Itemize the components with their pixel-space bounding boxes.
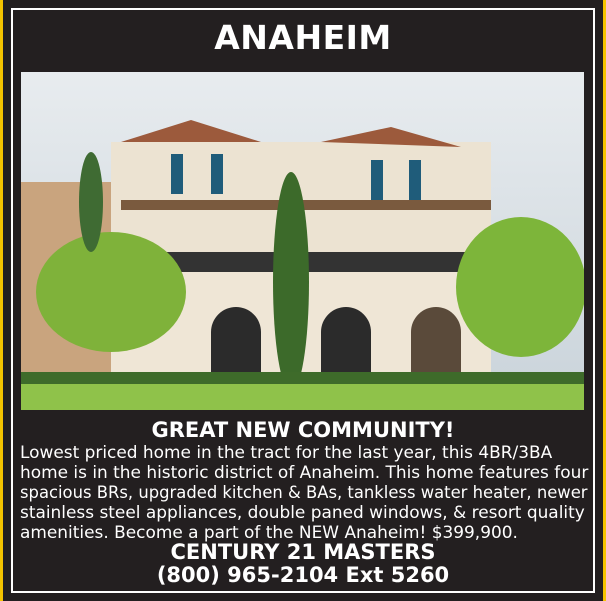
description-line: spacious BRs, upgraded kitchen & BAs, ta… [20, 483, 588, 503]
description-line: stainless steel appliances, double paned… [20, 503, 585, 523]
description-line: home is in the historic district of Anah… [20, 463, 589, 483]
headline: GREAT NEW COMMUNITY! [151, 418, 455, 442]
description: Lowest priced home in the tract for the … [20, 443, 590, 543]
description-line: amenities. Become a part of the NEW Anah… [20, 523, 518, 543]
ad-border [11, 8, 595, 593]
ad: ANAHEIM GREAT NEW COMMUNITY! Lowest pric… [3, 0, 603, 601]
house-photo [21, 72, 584, 410]
agent-name: CENTURY 21 MASTERS [170, 540, 436, 564]
description-line: Lowest priced home in the tract for the … [20, 443, 553, 463]
agent-info: CENTURY 21 MASTERS (800) 965-2104 Ext 52… [3, 541, 603, 587]
ad-title: ANAHEIM [214, 18, 392, 57]
agent-phone: (800) 965-2104 Ext 5260 [156, 563, 450, 587]
